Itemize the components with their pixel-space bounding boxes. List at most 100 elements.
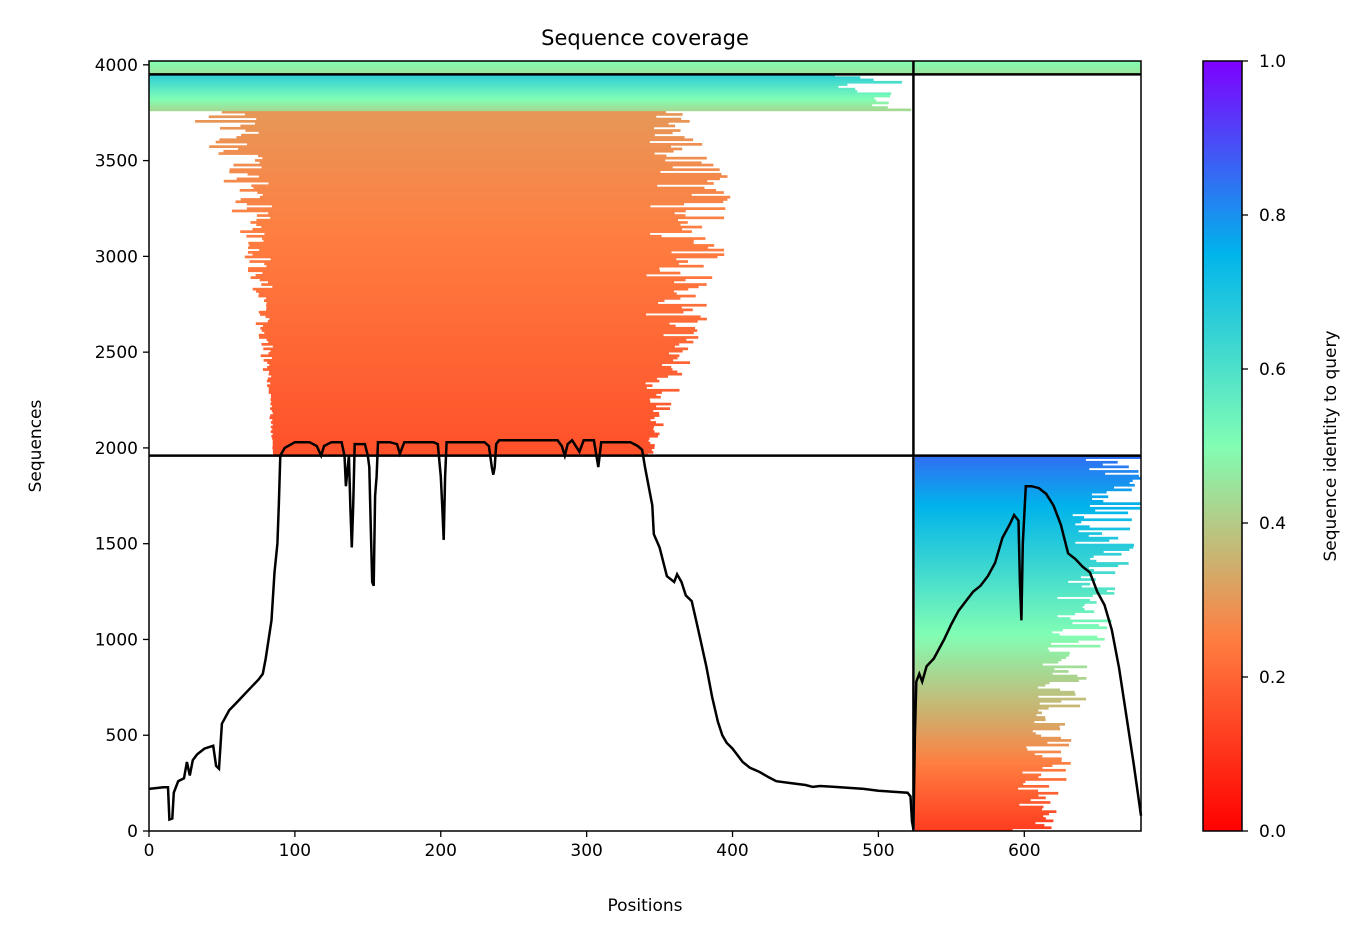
heatmap-row [914,626,1108,630]
heatmap-row [914,509,1096,512]
heatmap-row [914,635,1098,639]
heatmap-row [272,345,675,348]
heatmap-row [914,511,1129,515]
heatmap-row [248,246,709,250]
heatmap-row [268,388,680,392]
heatmap-row [245,129,681,132]
heatmap-row [236,136,685,139]
heatmap-row [208,115,657,119]
heatmap-row [914,785,1050,788]
heatmap-row [914,716,1046,719]
heatmap-row [271,395,661,399]
heatmap-row [914,700,1062,703]
heatmap-row [914,472,1106,476]
heatmap-row [914,594,1093,597]
heatmap-row [914,771,1023,774]
heatmap-row [149,94,890,98]
heatmap-row [914,532,1102,535]
heatmap-row [914,766,1043,770]
heatmap-row [268,386,647,390]
heatmap-block [914,455,1141,832]
heatmap-row [270,402,672,406]
heatmap-row [272,439,649,443]
heatmap-row [914,670,1069,673]
heatmap-row [252,287,689,291]
heatmap-row [914,575,1081,579]
heatmap-row [914,619,1112,623]
heatmap-row [149,78,874,82]
x-tick-label: 0 [144,841,155,861]
heatmap-row [914,764,1053,767]
heatmap-row [268,280,675,284]
heatmap-row [272,418,651,422]
heatmap-row [246,234,662,238]
heatmap-row [914,759,1062,763]
heatmap-row [914,481,1130,485]
heatmap-row [233,163,714,167]
heatmap-row [914,525,1090,528]
heatmap-row [914,642,1051,646]
heatmap-row [914,739,1072,742]
colorbar-axis: 0.0 0.2 0.4 0.6 0.8 1.0 [1242,52,1286,842]
heatmap-row [258,292,677,296]
heatmap-row [223,149,674,153]
heatmap-row [266,303,707,307]
heatmap-row [914,640,1079,643]
heatmap-row [221,110,667,114]
heatmap-row [271,434,658,438]
heatmap-row [270,421,656,424]
heatmap-row [259,161,702,165]
heatmap-row [914,677,1087,680]
heatmap-row [914,817,1046,820]
heatmap-row [914,541,1076,545]
heatmap-row [914,690,1075,694]
heatmap-row [914,559,1097,563]
heatmap-row [914,578,1096,581]
heatmap-row [914,571,1116,574]
x-tick-label: 600 [1008,841,1040,861]
heatmap-row [914,490,1107,494]
heatmap-row [914,768,1066,772]
heatmap-row [270,398,650,401]
heatmap-row [264,299,665,302]
heatmap-row [261,225,703,229]
heatmap-row [267,365,672,369]
heatmap-row [272,285,699,289]
heatmap-row [914,605,1083,609]
colorbar-tick-label: 0.6 [1259,360,1286,380]
heatmap-row [149,62,1141,66]
heatmap-row [239,189,717,192]
heatmap-row [914,780,1026,784]
heatmap-row [914,587,1115,591]
heatmap-row [914,458,1086,462]
heatmap-row [262,156,707,160]
heatmap-row [914,463,1103,466]
heatmap-row [914,812,1049,816]
heatmap-row [259,336,699,339]
heatmap-row [264,232,651,236]
heatmap-row [914,603,1085,607]
heatmap-block [195,110,731,456]
heatmap-row [272,423,664,427]
heatmap-row [271,375,668,378]
heatmap-row [914,465,1129,469]
colorbar-label: Sequence identity to query [1321,330,1341,561]
heatmap-row [268,372,683,376]
heatmap-row [914,566,1089,570]
heatmap-row [914,470,1139,473]
heatmap-row [914,516,1084,519]
x-tick-label: 400 [716,841,748,861]
heatmap-row [914,637,1105,641]
heatmap-row [268,340,694,344]
heatmap-row [914,674,1078,678]
heatmap-row [259,248,724,252]
colorbar [1202,60,1243,832]
heatmap-row [914,810,1057,813]
heatmap-row [220,126,654,130]
heatmap-row [914,573,1092,577]
heatmap-row [266,308,693,312]
heatmap-row [914,782,1024,786]
heatmap-block [149,61,1141,75]
heatmap-row [914,479,1133,482]
heatmap-row [914,569,1094,572]
